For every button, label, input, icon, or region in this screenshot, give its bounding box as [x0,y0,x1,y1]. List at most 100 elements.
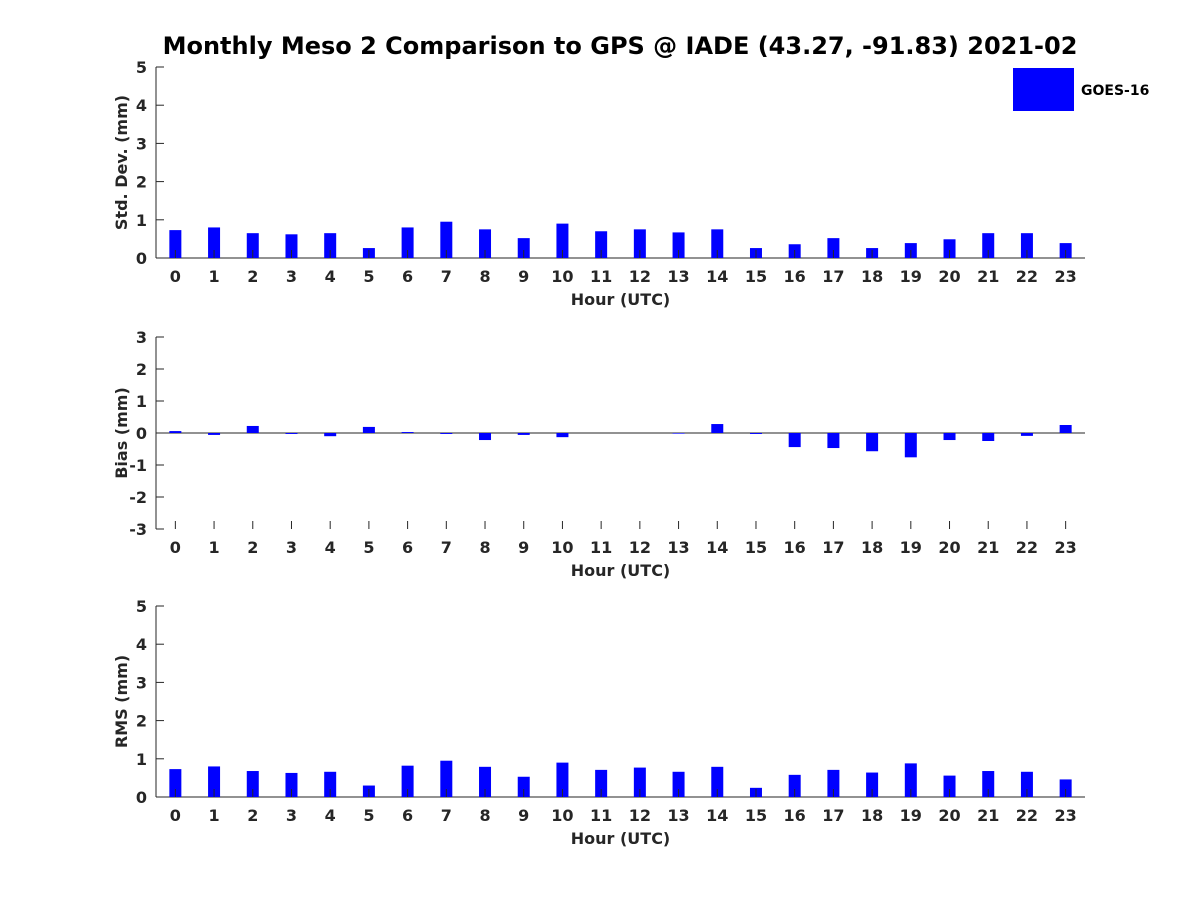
x-tick-label: 14 [706,267,728,286]
x-tick-label: 2 [247,267,258,286]
x-tick-label: 4 [325,267,336,286]
bar-rms-17 [827,769,840,797]
bar-bias-19 [904,433,917,458]
bar-bias-10 [556,433,569,438]
x-tick-label: 6 [402,806,413,825]
x-tick-label: 13 [667,267,689,286]
bar-rms-10 [556,762,569,797]
chart-title: Monthly Meso 2 Comparison to GPS @ IADE … [163,32,1078,60]
x-tick-label: 0 [170,267,181,286]
bar-bias-2 [246,425,259,433]
y-tick-label: 4 [136,635,147,654]
x-tick-label: 3 [286,267,297,286]
bar-rms-7 [440,760,453,797]
y-tick-label: 3 [136,134,147,153]
x-tick-label: 15 [745,267,767,286]
bar-rms-2 [246,771,259,797]
bar-stddev-21 [982,233,995,258]
x-tick-label: 19 [900,806,922,825]
x-tick-label: 23 [1055,806,1077,825]
x-tick-label: 14 [706,806,728,825]
bar-rms-1 [208,766,221,797]
bar-rms-12 [633,767,646,797]
y-tick-label: 1 [136,392,147,411]
x-tick-label: 3 [286,538,297,557]
x-tick-label: 16 [784,267,806,286]
x-tick-label: 9 [518,538,529,557]
x-axis-label: Hour (UTC) [571,290,671,309]
x-tick-label: 23 [1055,267,1077,286]
bar-bias-7 [440,433,453,434]
bar-rms-11 [595,769,608,797]
x-tick-label: 21 [977,806,999,825]
bar-stddev-8 [479,229,492,258]
bar-stddev-12 [633,229,646,258]
bar-rms-21 [982,771,995,797]
x-tick-label: 16 [784,806,806,825]
x-tick-label: 22 [1016,538,1038,557]
x-tick-label: 19 [900,538,922,557]
x-tick-label: 7 [441,538,452,557]
x-tick-label: 9 [518,267,529,286]
bar-stddev-7 [440,221,453,258]
x-tick-label: 10 [551,538,573,557]
bar-rms-18 [866,772,879,797]
legend-swatch [1013,68,1074,111]
bar-stddev-4 [324,233,337,258]
y-tick-label: -1 [129,456,147,475]
x-tick-label: 6 [402,267,413,286]
bar-rms-3 [285,772,298,797]
x-tick-label: 5 [363,538,374,557]
bar-bias-1 [208,433,221,435]
y-tick-label: 5 [136,597,147,616]
y-tick-label: 2 [136,360,147,379]
bar-stddev-13 [672,232,685,258]
legend: GOES-16 [1013,68,1149,111]
x-tick-label: 16 [784,538,806,557]
bar-bias-17 [827,433,840,449]
x-tick-label: 21 [977,267,999,286]
x-tick-label: 21 [977,538,999,557]
x-tick-label: 11 [590,806,612,825]
bar-bias-16 [788,433,801,448]
bar-stddev-10 [556,223,569,258]
x-tick-label: 15 [745,538,767,557]
x-tick-label: 2 [247,538,258,557]
bar-bias-9 [517,433,530,435]
y-tick-label: 2 [136,712,147,731]
x-tick-label: 10 [551,806,573,825]
bar-bias-5 [362,426,375,433]
x-tick-label: 18 [861,538,883,557]
x-tick-label: 1 [208,538,219,557]
bar-rms-22 [1020,771,1033,797]
x-tick-label: 7 [441,267,452,286]
x-tick-label: 9 [518,806,529,825]
x-tick-label: 12 [629,267,651,286]
bar-rms-9 [517,776,530,797]
bar-bias-13 [672,433,685,434]
x-tick-label: 17 [822,267,844,286]
bar-stddev-0 [169,230,182,258]
y-tick-label: 0 [136,788,147,807]
y-axis-label: RMS (mm) [112,655,131,748]
bar-rms-14 [711,766,724,797]
bar-rms-0 [169,769,182,797]
y-tick-label: -3 [129,520,147,539]
bar-bias-6 [401,432,414,433]
x-tick-label: 18 [861,267,883,286]
x-tick-label: 22 [1016,806,1038,825]
bar-stddev-14 [711,229,724,258]
bar-bias-3 [285,433,298,434]
bar-bias-21 [982,433,995,441]
bar-bias-20 [943,433,956,441]
x-tick-label: 5 [363,806,374,825]
x-tick-label: 19 [900,267,922,286]
y-tick-label: 3 [136,328,147,347]
x-tick-label: 1 [208,806,219,825]
x-tick-label: 7 [441,806,452,825]
x-axis-label: Hour (UTC) [571,561,671,580]
bar-stddev-9 [517,238,530,258]
y-tick-label: 0 [136,424,147,443]
bar-rms-8 [479,766,492,797]
